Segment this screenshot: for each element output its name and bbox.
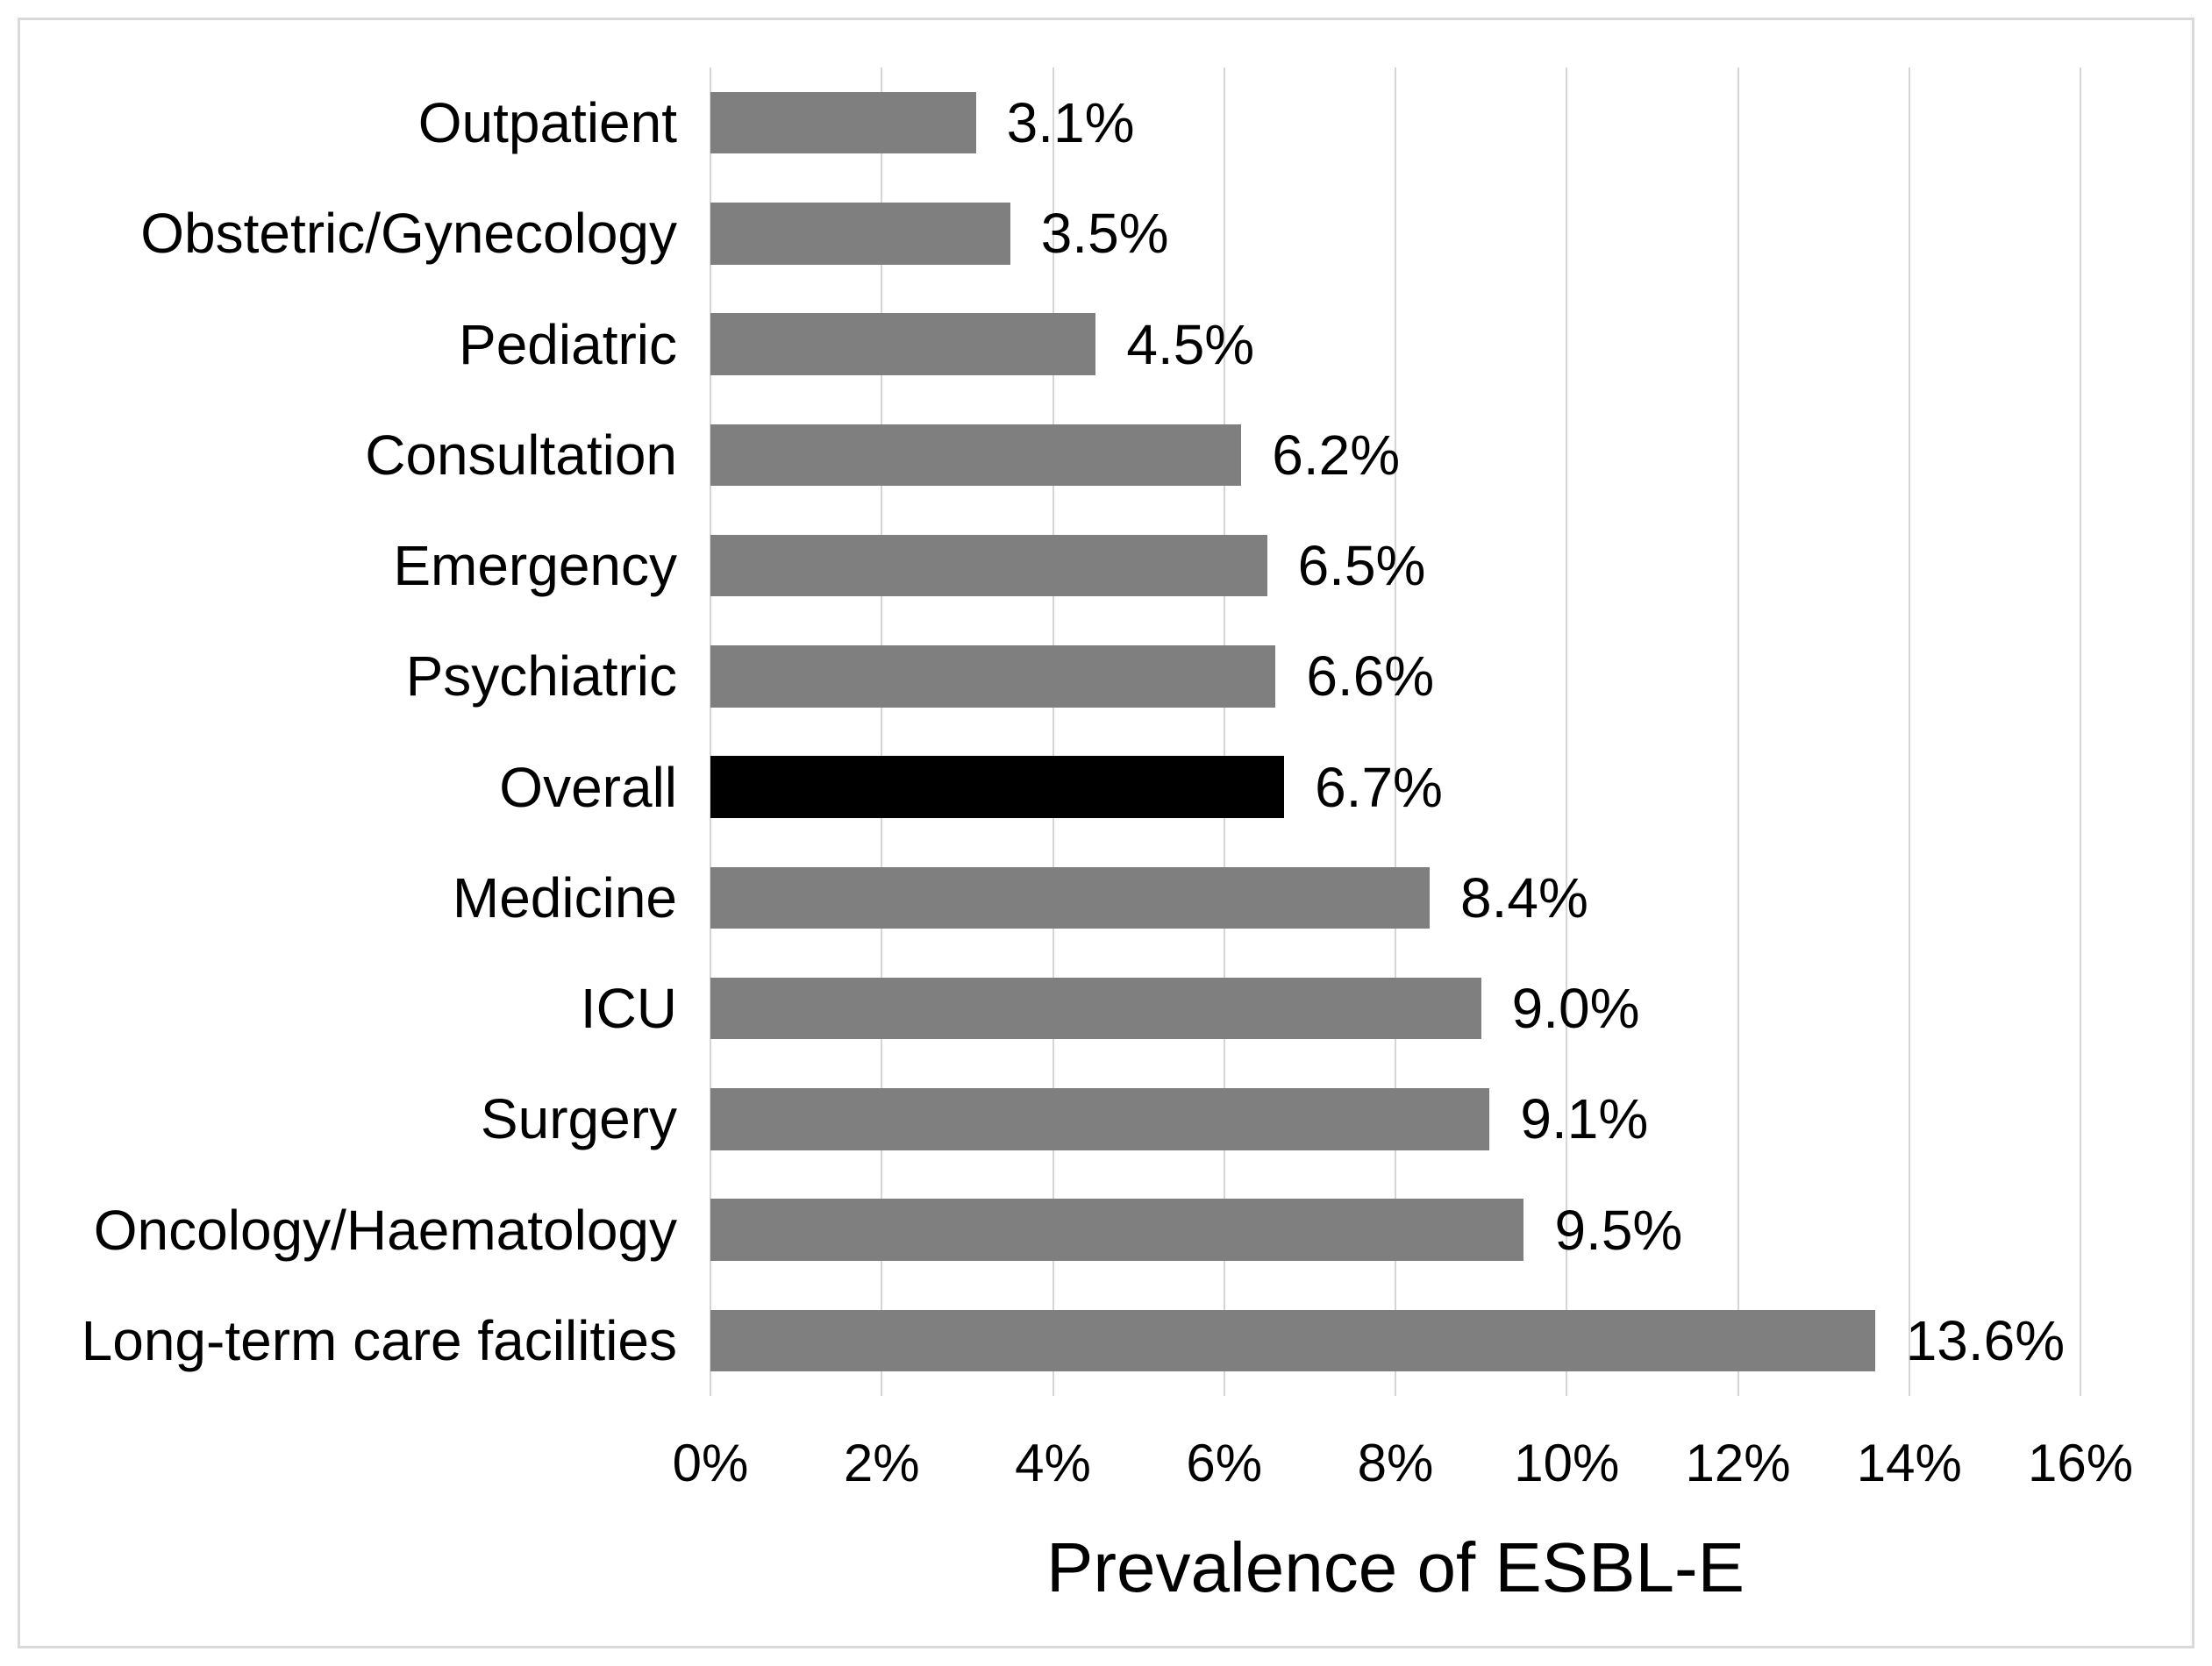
- gridline: [1223, 68, 1225, 1396]
- category-label: Consultation: [365, 423, 677, 487]
- gridline: [2080, 68, 2081, 1396]
- bar-row: 9.5%: [710, 1175, 2080, 1285]
- value-label: 8.4%: [1460, 865, 1588, 929]
- bar: [710, 866, 1431, 929]
- x-tick-label: 8%: [1357, 1434, 1434, 1492]
- category-label: Obstetric/Gynecology: [140, 202, 677, 266]
- value-label: 6.6%: [1306, 644, 1435, 708]
- bar-row: 3.1%: [710, 68, 2080, 178]
- value-label: 6.5%: [1297, 534, 1426, 598]
- category-label: Emergency: [393, 534, 677, 598]
- bar-row: 9.1%: [710, 1064, 2080, 1174]
- bar: [710, 203, 1010, 265]
- x-tick-label: 0%: [672, 1434, 749, 1492]
- gridline: [1737, 68, 1739, 1396]
- category-axis: Outpatient Obstetric/Gynecology Pediatric C…: [26, 68, 677, 1396]
- category-label: Psychiatric: [405, 644, 677, 708]
- x-tick-label: 14%: [1856, 1434, 1962, 1492]
- bar-row: 6.6%: [710, 621, 2080, 731]
- value-label: 4.5%: [1126, 312, 1255, 376]
- gridline: [881, 68, 883, 1396]
- bar-row: 4.5%: [710, 289, 2080, 400]
- category-label: Outpatient: [417, 91, 677, 155]
- category-label: Long-term care facilities: [81, 1308, 677, 1372]
- x-tick-label: 4%: [1015, 1434, 1091, 1492]
- category-label: Medicine: [452, 865, 677, 929]
- category-label: Oncology/Haematology: [93, 1198, 677, 1262]
- figure-border: [18, 18, 2194, 1648]
- gridline: [1566, 68, 1568, 1396]
- bar: [710, 534, 1267, 597]
- value-label: 9.1%: [1520, 1087, 1649, 1151]
- bar-highlight: [710, 756, 1285, 818]
- gridline: [1908, 68, 1910, 1396]
- bar-row: 6.2%: [710, 400, 2080, 510]
- gridline: [1052, 68, 1054, 1396]
- bar: [710, 313, 1096, 375]
- category-label: Surgery: [480, 1087, 677, 1151]
- value-label: 13.6%: [1905, 1308, 2066, 1372]
- bar-row: 9.0%: [710, 953, 2080, 1064]
- x-tick-label: 6%: [1186, 1434, 1263, 1492]
- x-axis-title: Prevalence of ESBL-E: [1046, 1528, 1745, 1606]
- bar: [710, 91, 976, 154]
- value-label: 9.5%: [1554, 1198, 1683, 1262]
- value-label: 3.1%: [1006, 91, 1135, 155]
- value-label: 9.0%: [1511, 977, 1640, 1041]
- bar-row: 6.7%: [710, 732, 2080, 843]
- category-label: Pediatric: [459, 312, 677, 376]
- bar: [710, 424, 1242, 487]
- gridline: [710, 68, 711, 1396]
- bar: [710, 977, 1481, 1040]
- x-tick-label: 2%: [843, 1434, 920, 1492]
- bar: [710, 1088, 1490, 1150]
- bar: [710, 1199, 1524, 1261]
- bar: [710, 645, 1276, 708]
- bar: [710, 1309, 1875, 1372]
- gridline: [1395, 68, 1396, 1396]
- bar-row: 13.6%: [710, 1285, 2080, 1396]
- x-tick-label: 10%: [1514, 1434, 1620, 1492]
- value-label: 3.5%: [1040, 202, 1169, 266]
- category-label: ICU: [580, 977, 677, 1041]
- value-label: 6.7%: [1315, 755, 1443, 819]
- bar-row: 3.5%: [710, 178, 2080, 288]
- value-label: 6.2%: [1272, 423, 1401, 487]
- bar-row: 8.4%: [710, 843, 2080, 953]
- x-tick-label: 16%: [2027, 1434, 2134, 1492]
- x-tick-label: 12%: [1685, 1434, 1791, 1492]
- bar-row: 6.5%: [710, 510, 2080, 621]
- plot-area: 3.1% 3.5% 4.5% 6.2% 6.5% 6.6% 6.7% 8.4% 9.0% 9.1%…: [710, 68, 2081, 1396]
- category-label: Overall: [499, 755, 677, 819]
- x-axis: 0% 2% 4% 6% 8% 10% 12% 14% 16%: [673, 1433, 2133, 1503]
